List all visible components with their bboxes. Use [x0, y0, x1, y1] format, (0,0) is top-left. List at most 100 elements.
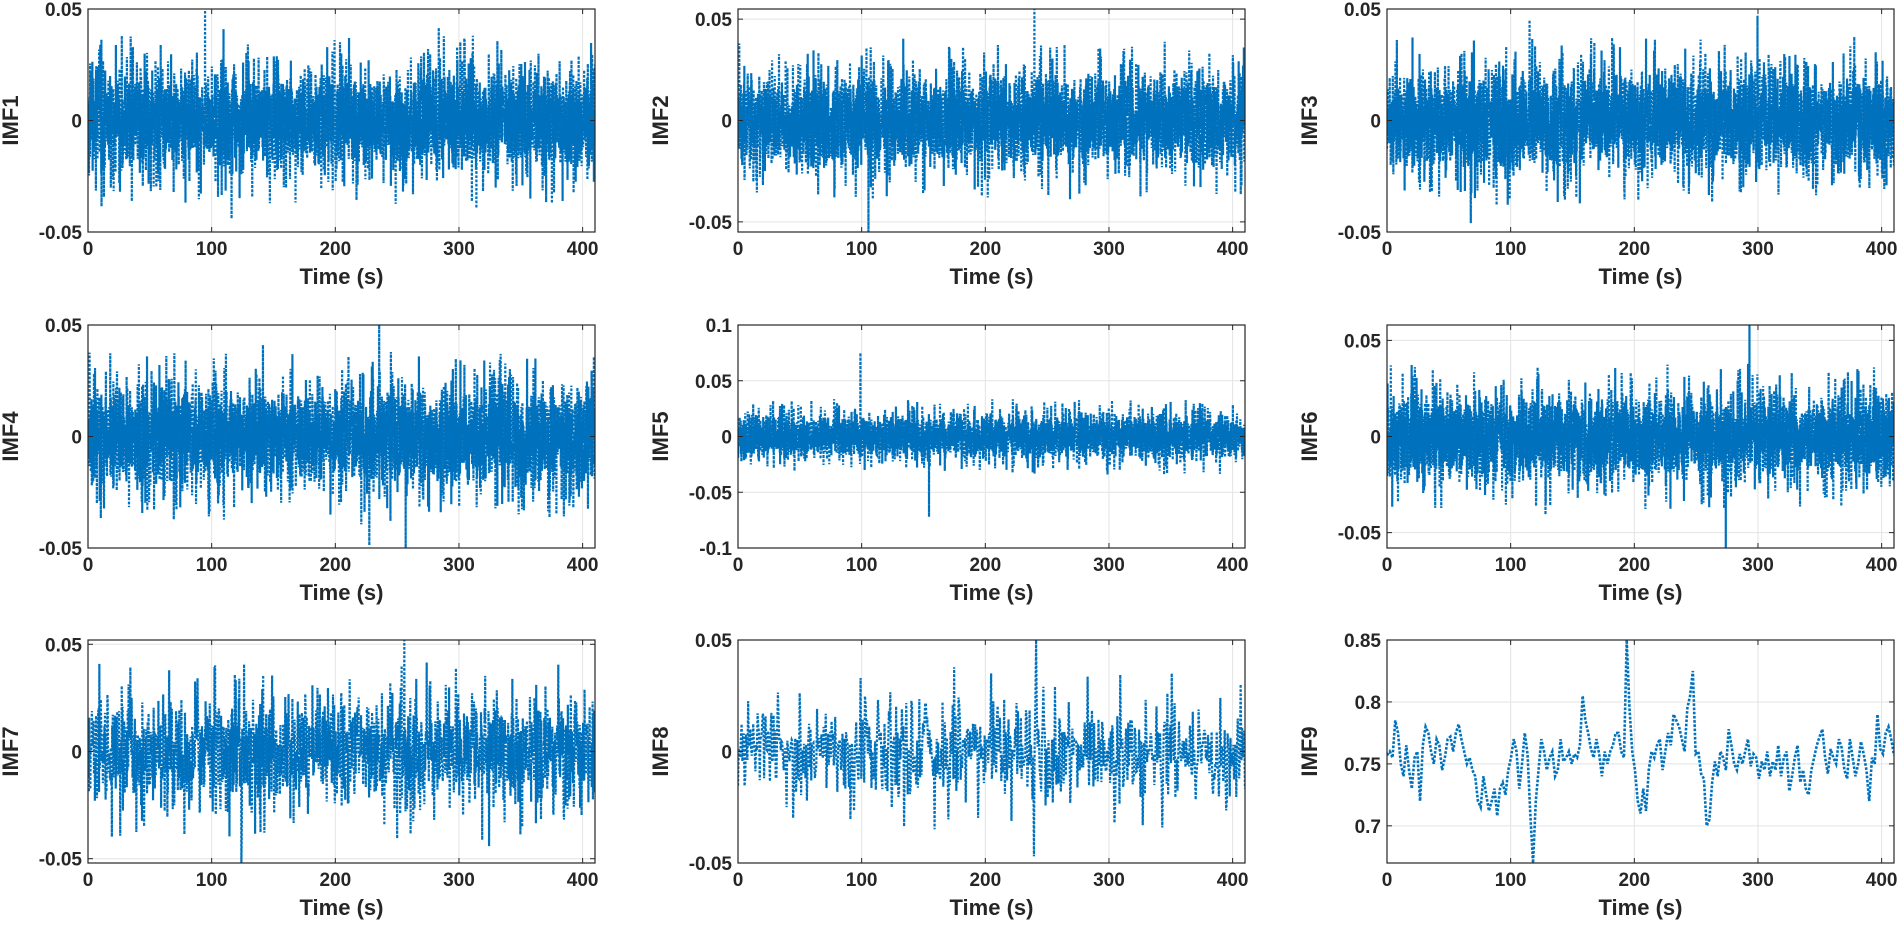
x-tick-label: 200: [969, 555, 1001, 576]
series-line-imf9: [1387, 640, 1894, 863]
series-line-imf6: [1387, 325, 1894, 548]
x-tick-label: 300: [1742, 555, 1774, 576]
y-tick-label: 0: [721, 428, 732, 449]
y-tick-label: -0.05: [39, 850, 83, 871]
x-tick-label: 0: [1382, 239, 1393, 260]
x-tick-label: 0: [83, 870, 94, 891]
y-tick-label: -0.1: [699, 539, 732, 560]
y-tick-label: -0.05: [689, 213, 733, 234]
y-tick-label: -0.05: [39, 223, 83, 244]
x-axis-label: Time (s): [950, 264, 1034, 289]
y-tick-label: 0.1: [706, 316, 733, 337]
x-tick-label: 200: [969, 239, 1001, 260]
series-line-imf2: [738, 9, 1245, 232]
x-tick-label: 300: [1742, 870, 1774, 891]
x-tick-label: 400: [1866, 239, 1898, 260]
x-tick-label: 100: [196, 870, 228, 891]
x-tick-label: 400: [1217, 555, 1249, 576]
x-axis-label: Time (s): [950, 580, 1034, 605]
y-tick-label: 0.05: [1344, 0, 1381, 21]
y-axis-label: IMF1: [0, 95, 23, 145]
x-tick-label: 0: [83, 239, 94, 260]
x-tick-label: 100: [846, 239, 878, 260]
subplot-imf5: 0 100 200 300 400 -0.1 -0.05 0 0.05 0.1 Time (s) IM…: [648, 316, 1248, 605]
subplot-imf9: 0 100 200 300 400 0.7 0.75 0.8 0.85 Time (s) IMF9: [1297, 631, 1897, 920]
x-axis-label: Time (s): [950, 895, 1034, 920]
x-tick-label: 300: [443, 555, 475, 576]
x-tick-label: 0: [83, 555, 94, 576]
x-tick-label: 200: [1618, 870, 1650, 891]
y-tick-label: 0: [1370, 428, 1381, 449]
series-line-imf8: [738, 640, 1245, 857]
x-tick-label: 300: [1742, 239, 1774, 260]
y-axis-label: IMF8: [648, 726, 673, 776]
x-tick-label: 300: [443, 239, 475, 260]
y-axis-label: IMF6: [1297, 411, 1322, 461]
x-tick-label: 100: [196, 239, 228, 260]
x-tick-label: 400: [567, 239, 599, 260]
x-tick-label: 200: [1618, 555, 1650, 576]
x-tick-label: 200: [319, 555, 351, 576]
series-line-imf3: [1387, 15, 1894, 224]
x-tick-label: 300: [443, 870, 475, 891]
x-tick-label: 100: [846, 870, 878, 891]
y-axis-label: IMF7: [0, 726, 23, 776]
y-tick-label: 0: [721, 743, 732, 764]
y-tick-label: 0.05: [695, 10, 732, 31]
y-axis-label: IMF9: [1297, 726, 1322, 776]
y-tick-label: -0.05: [39, 539, 83, 560]
x-axis-label: Time (s): [1599, 895, 1683, 920]
x-tick-label: 0: [1382, 555, 1393, 576]
y-axis-label: IMF2: [648, 95, 673, 145]
x-tick-label: 200: [969, 870, 1001, 891]
y-tick-label: 0: [71, 112, 82, 133]
x-axis-label: Time (s): [300, 264, 384, 289]
x-tick-label: 400: [567, 555, 599, 576]
series-line-imf1: [88, 9, 595, 219]
x-axis-label: Time (s): [1599, 580, 1683, 605]
y-tick-label: -0.05: [1338, 223, 1382, 244]
y-tick-label: 0: [721, 112, 732, 133]
y-tick-label: 0.05: [45, 316, 82, 337]
x-tick-label: 100: [1495, 870, 1527, 891]
x-tick-label: 100: [1495, 555, 1527, 576]
series-line-imf5: [738, 352, 1245, 517]
x-tick-label: 300: [1093, 870, 1125, 891]
x-tick-label: 100: [846, 555, 878, 576]
y-tick-label: 0: [1370, 112, 1381, 133]
x-tick-label: 300: [1093, 239, 1125, 260]
y-tick-label: -0.05: [1338, 524, 1382, 545]
axes-box: [1386, 639, 1895, 864]
series-line-imf4: [88, 325, 595, 548]
y-axis-label: IMF5: [648, 411, 673, 461]
y-tick-label: 0.7: [1355, 817, 1381, 838]
y-tick-label: 0.05: [45, 0, 82, 21]
y-tick-label: 0.05: [695, 631, 732, 652]
y-tick-label: 0: [71, 428, 82, 449]
y-tick-label: 0.8: [1355, 693, 1381, 714]
x-tick-label: 200: [319, 870, 351, 891]
x-axis-label: Time (s): [300, 580, 384, 605]
y-tick-label: 0.05: [695, 372, 732, 393]
x-tick-label: 400: [567, 870, 599, 891]
x-tick-label: 200: [319, 239, 351, 260]
x-tick-label: 100: [1495, 239, 1527, 260]
x-tick-label: 400: [1866, 870, 1898, 891]
x-tick-label: 400: [1866, 555, 1898, 576]
series-line-imf7: [88, 640, 595, 863]
x-tick-label: 100: [196, 555, 228, 576]
x-tick-label: 400: [1217, 870, 1249, 891]
y-tick-label: 0.05: [45, 635, 82, 656]
x-tick-label: 300: [1093, 555, 1125, 576]
y-tick-label: 0.75: [1344, 755, 1381, 776]
x-axis-label: Time (s): [300, 895, 384, 920]
x-tick-label: 400: [1217, 239, 1249, 260]
y-tick-label: -0.05: [689, 854, 733, 875]
